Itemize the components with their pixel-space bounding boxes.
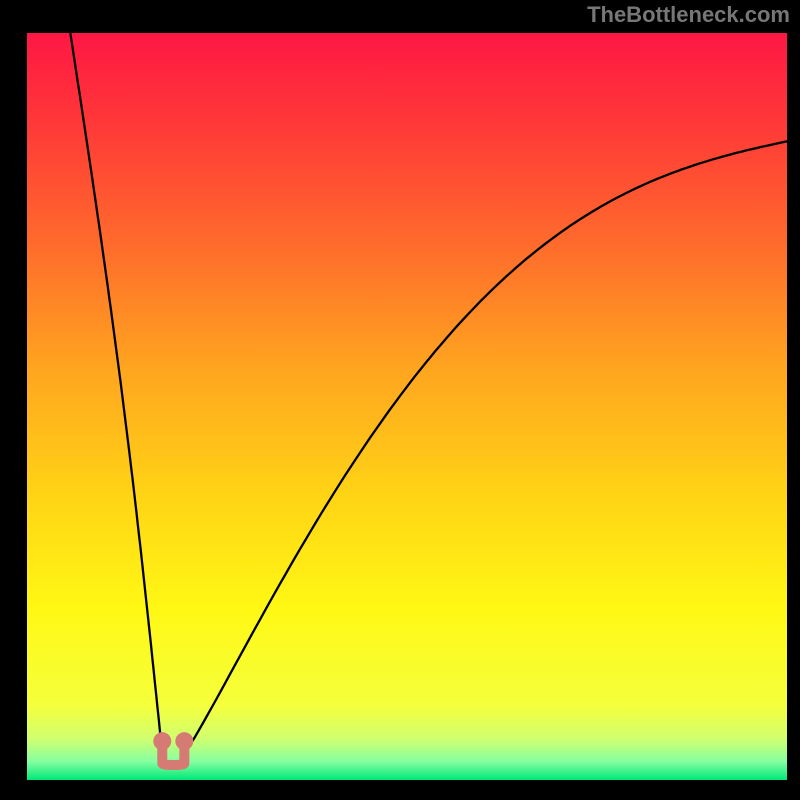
figure-root: TheBottleneck.com [0, 0, 800, 800]
plot-area [27, 33, 787, 780]
curve-left-branch [70, 33, 162, 754]
curve-right-branch [184, 141, 787, 754]
marker-dot-1 [153, 732, 171, 750]
watermark-text: TheBottleneck.com [587, 2, 790, 28]
marker-dot-2 [175, 732, 193, 750]
bottleneck-curve [27, 33, 787, 780]
